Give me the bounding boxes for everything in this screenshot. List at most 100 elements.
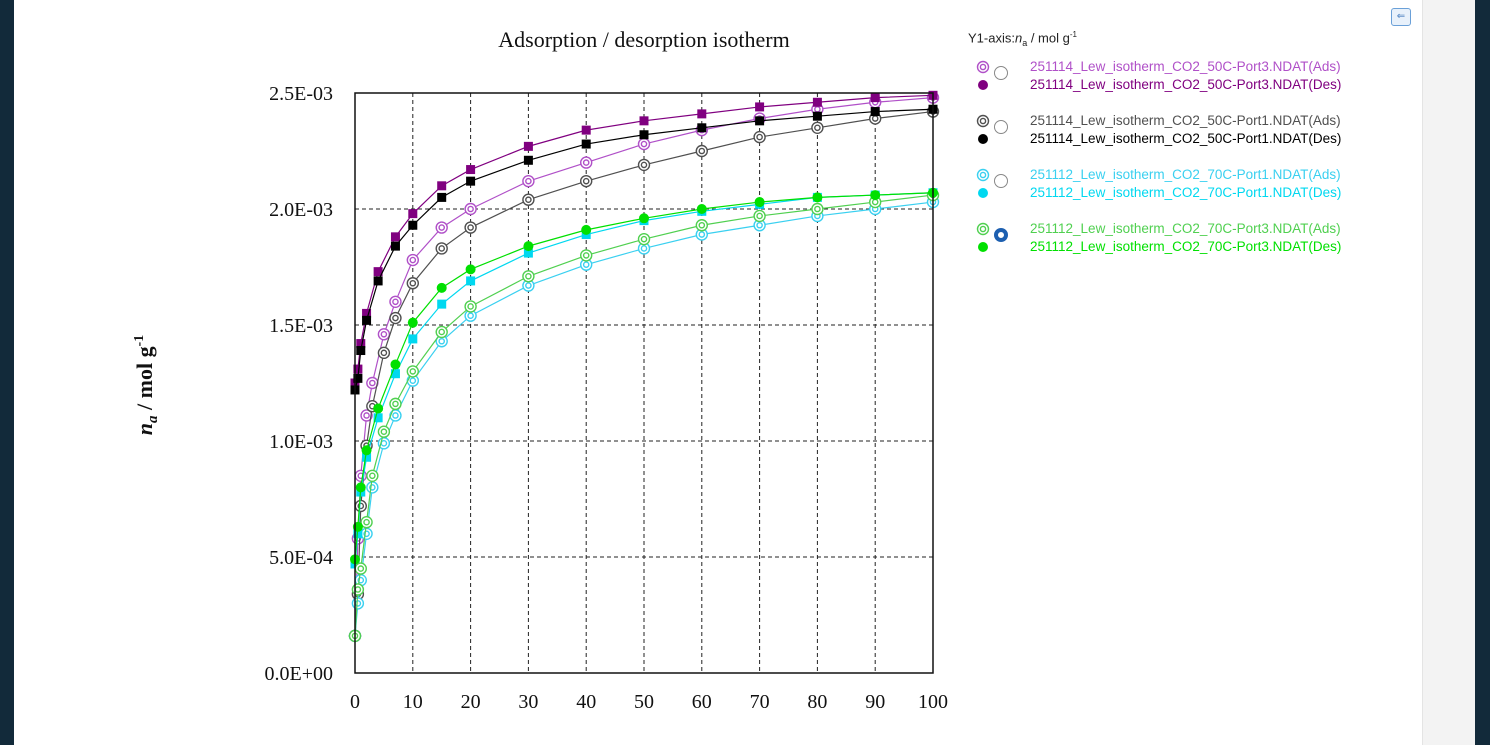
x-tick-label: 50	[634, 691, 654, 713]
data-point	[353, 529, 363, 539]
legend-marker-shape	[978, 133, 988, 144]
data-point	[355, 482, 366, 493]
series-line	[354, 201, 934, 636]
legend-label: 251112_Lew_isotherm_CO2_70C-Port3.NDAT(D…	[1030, 238, 1342, 254]
legend-entry[interactable]: 251112_Lew_isotherm_CO2_70C-Port1.NDAT(A…	[958, 166, 1428, 184]
legend-group-toggle[interactable]	[994, 65, 1008, 80]
y-axis-label-symbol: n	[132, 423, 157, 435]
data-point	[356, 346, 366, 356]
data-point	[353, 373, 363, 383]
data-point	[408, 220, 418, 230]
legend-panel: Y1-axis:na / mol g-1 251114_Lew_isotherm…	[958, 30, 1428, 274]
x-tick-label: 100	[918, 691, 948, 713]
legend-label: 251112_Lew_isotherm_CO2_70C-Port1.NDAT(A…	[1030, 166, 1341, 182]
data-point	[811, 121, 824, 135]
legend-marker	[976, 168, 990, 182]
data-point	[581, 139, 591, 149]
y-axis-label-subscript: a	[145, 415, 161, 423]
side-panel	[1422, 0, 1475, 745]
y-axis-label-unit: / mol g	[132, 346, 157, 415]
legend-label: 251114_Lew_isotherm_CO2_50C-Port1.NDAT(D…	[1030, 130, 1342, 146]
data-point	[522, 279, 535, 292]
legend-entry[interactable]: 251114_Lew_isotherm_CO2_50C-Port1.NDAT(A…	[958, 112, 1428, 130]
data-point	[696, 204, 707, 214]
data-point	[466, 276, 476, 286]
data-point	[351, 583, 365, 596]
legend-entry[interactable]: 251112_Lew_isotherm_CO2_70C-Port3.NDAT(A…	[958, 220, 1428, 238]
legend-axis-label: Y1-axis:na / mol g-1	[968, 30, 1428, 48]
data-point	[812, 97, 822, 107]
data-point	[360, 409, 373, 422]
y-tick-label: 5.0E-04	[269, 547, 333, 569]
data-point	[389, 397, 402, 411]
axis-layer: 0 10 20 30 40 50 60 70 80 90 100 0.0E+00 5.0E-04 1.0E…	[265, 83, 949, 713]
x-tick-label: 10	[403, 691, 423, 713]
data-point	[522, 174, 535, 188]
legend-marker	[978, 133, 988, 144]
x-tick-label: 30	[518, 691, 538, 713]
legend-group-toggle[interactable]	[994, 119, 1008, 134]
legend-marker-shape	[978, 79, 988, 90]
data-point	[464, 202, 477, 216]
legend-label: 251114_Lew_isotherm_CO2_50C-Port1.NDAT(A…	[1030, 112, 1341, 128]
data-point	[351, 597, 365, 610]
collapse-left-icon[interactable]: ⇐	[1391, 8, 1411, 26]
legend-entry[interactable]: 251112_Lew_isotherm_CO2_70C-Port3.NDAT(D…	[958, 238, 1428, 256]
data-point	[354, 562, 367, 575]
data-point	[580, 174, 593, 188]
legend-axis-symbol: n	[1014, 30, 1023, 46]
data-point	[639, 213, 649, 224]
series-line	[354, 194, 934, 636]
legend-group: 251114_Lew_isotherm_CO2_50C-Port1.NDAT(A…	[958, 112, 1428, 148]
data-point	[436, 282, 447, 293]
data-point	[870, 93, 880, 103]
data-point	[408, 209, 418, 219]
legend-entry[interactable]: 251114_Lew_isotherm_CO2_50C-Port1.NDAT(D…	[958, 130, 1428, 148]
data-point	[754, 197, 765, 208]
data-point	[580, 258, 593, 271]
data-point	[464, 300, 477, 313]
data-point	[639, 116, 649, 126]
series-6	[348, 188, 940, 643]
data-point	[406, 277, 419, 290]
legend-entry[interactable]: 251114_Lew_isotherm_CO2_50C-Port3.NDAT(D…	[958, 76, 1428, 94]
data-point	[361, 445, 372, 456]
legend-marker	[978, 187, 988, 198]
y-tick-label: 0.0E+00	[265, 663, 334, 685]
legend-group-toggle[interactable]	[994, 227, 1008, 242]
data-point	[360, 527, 373, 540]
legend-label: 251114_Lew_isotherm_CO2_50C-Port3.NDAT(D…	[1030, 76, 1342, 92]
y-tick-label: 2.0E-03	[269, 199, 333, 221]
data-point	[354, 499, 367, 513]
legend-marker-shape	[976, 222, 990, 236]
data-point	[580, 249, 593, 262]
legend-marker-shape	[978, 187, 988, 198]
series-7	[350, 187, 938, 565]
data-point	[695, 219, 708, 232]
legend-marker	[976, 60, 990, 74]
data-point	[406, 365, 419, 378]
legend-entry[interactable]: 251114_Lew_isotherm_CO2_50C-Port3.NDAT(A…	[958, 58, 1428, 76]
data-point	[523, 155, 533, 165]
data-point	[435, 242, 448, 255]
x-tick-label: 0	[350, 691, 360, 713]
x-tick-label: 90	[865, 691, 885, 713]
legend-axis-unit: / mol g	[1027, 30, 1070, 46]
y-tick-label: 1.0E-03	[269, 431, 333, 453]
data-point	[390, 241, 400, 251]
data-point	[697, 123, 707, 133]
data-point	[362, 452, 372, 462]
data-point	[366, 481, 379, 494]
data-point	[362, 308, 372, 318]
data-point	[523, 141, 533, 151]
legend-groups: 251114_Lew_isotherm_CO2_50C-Port3.NDAT(A…	[958, 58, 1428, 256]
data-point	[811, 202, 824, 216]
data-point	[523, 248, 533, 258]
data-point	[697, 109, 707, 119]
y-axis-label-superscript: -1	[132, 335, 147, 347]
legend-group-toggle[interactable]	[994, 173, 1008, 188]
data-point	[466, 176, 476, 186]
data-point	[464, 221, 477, 234]
data-point	[437, 181, 447, 191]
legend-entry[interactable]: 251112_Lew_isotherm_CO2_70C-Port1.NDAT(D…	[958, 184, 1428, 202]
